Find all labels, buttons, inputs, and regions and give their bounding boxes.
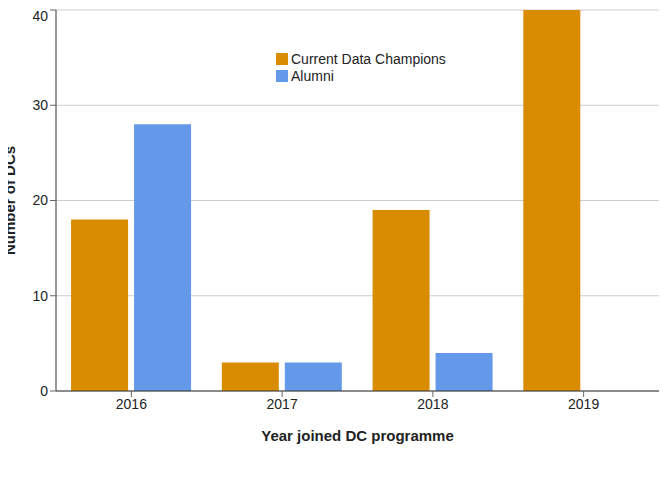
svg-text:2018: 2018: [417, 396, 448, 412]
svg-text:0: 0: [40, 383, 48, 399]
svg-text:Number of DCs: Number of DCs: [8, 146, 18, 255]
svg-text:30: 30: [32, 97, 48, 113]
svg-text:2019: 2019: [568, 396, 599, 412]
html-text:Current Data Champions: Current Data Champions: [291, 50, 446, 67]
svg-text:2017: 2017: [267, 396, 298, 412]
svg-text:20: 20: [32, 192, 48, 208]
svg-text:2016: 2016: [116, 396, 147, 412]
svg-text:40: 40: [32, 8, 48, 24]
html-text:Alumni: Alumni: [291, 67, 334, 84]
svg-text:Year joined DC programme: Year joined DC programme: [261, 427, 454, 444]
svg-text:10: 10: [32, 288, 48, 304]
